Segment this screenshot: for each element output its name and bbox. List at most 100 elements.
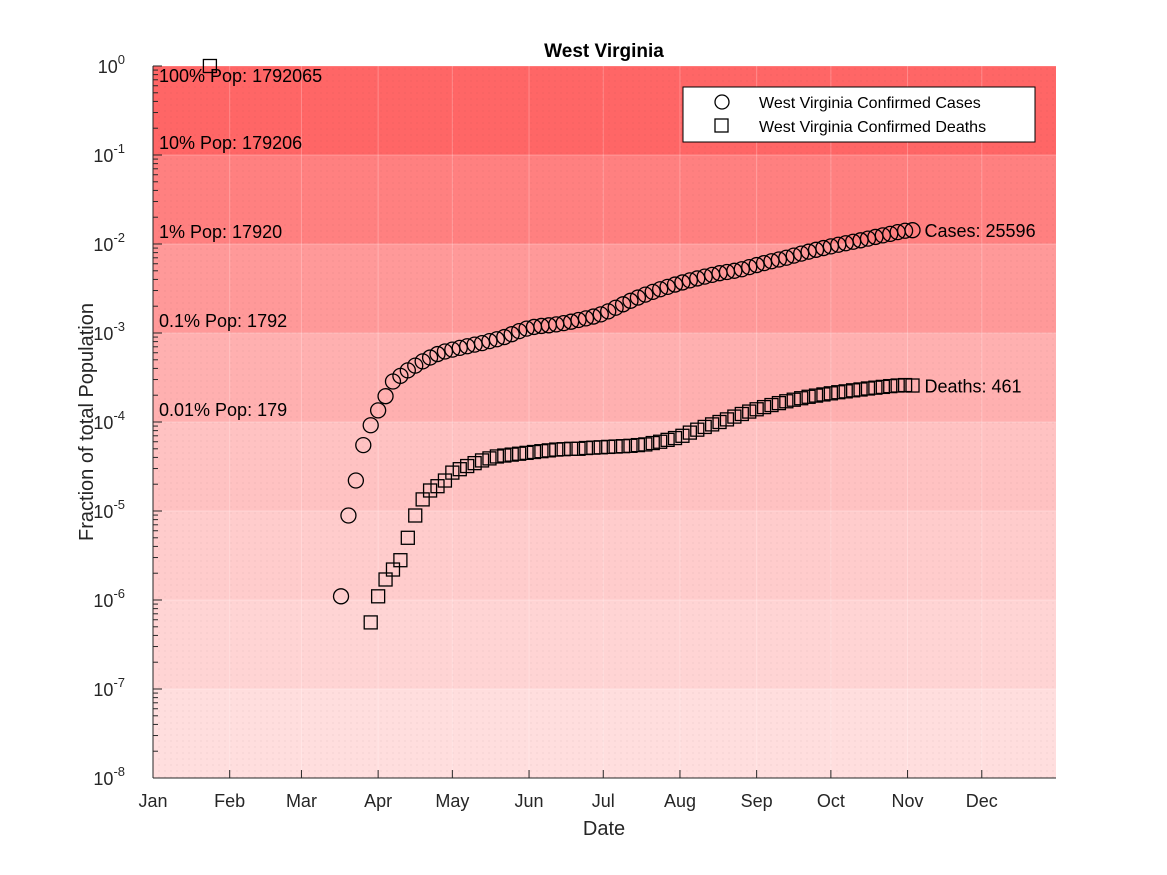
death-point (890, 378, 905, 393)
cases-end-label: Cases: 25596 (925, 221, 1036, 241)
death-point (719, 412, 735, 427)
case-point (904, 222, 921, 239)
case-point (421, 349, 439, 366)
death-point (831, 385, 846, 400)
deaths-end-label: Deaths: 461 (925, 377, 1022, 397)
case-point (681, 272, 699, 289)
band-labels: 100% Pop: 1792065 10% Pop: 179206 1% Pop: … (159, 66, 322, 420)
case-point (347, 472, 365, 489)
grid-lines (152, 65, 1056, 779)
case-point (778, 249, 795, 266)
death-point (467, 455, 482, 471)
death-point (749, 402, 764, 417)
y-tick-label: 10-6 (93, 586, 125, 611)
case-point (473, 334, 491, 352)
legend: West Virginia Confirmed Cases West Virgi… (682, 86, 1036, 143)
death-point (734, 406, 749, 422)
death-point (430, 479, 445, 494)
x-tick-label: Aug (664, 791, 696, 811)
cases-series: Cases: 25596 (332, 221, 1036, 605)
death-point (771, 395, 787, 411)
death-point (801, 389, 816, 404)
death-point (415, 492, 430, 507)
legend-square-marker (714, 118, 729, 133)
legend-entry-deaths: West Virginia Confirmed Deaths (759, 119, 986, 136)
death-point (408, 508, 423, 523)
death-point (370, 589, 386, 604)
death-point (393, 553, 408, 568)
case-point (481, 332, 498, 350)
case-point (674, 274, 691, 291)
x-tick-label: Nov (892, 791, 924, 811)
case-point (577, 310, 595, 327)
x-tick-label: Sep (741, 791, 773, 811)
y-tick-label: 10-3 (93, 319, 125, 344)
case-point (340, 507, 357, 524)
band-label: 10% Pop: 179206 (159, 133, 302, 153)
death-point (474, 453, 490, 468)
case-point (510, 322, 528, 340)
x-tick-label: Dec (966, 791, 998, 811)
death-point (586, 440, 601, 455)
x-tick-label: Apr (364, 791, 392, 811)
death-point (875, 379, 890, 395)
case-point (622, 292, 639, 309)
case-point (607, 299, 624, 316)
y-tick-label: 10-2 (93, 230, 125, 255)
death-point (868, 380, 883, 395)
death-point (712, 414, 727, 430)
death-point (838, 384, 853, 399)
case-point (741, 258, 758, 276)
case-point (369, 402, 387, 419)
death-point (816, 387, 831, 402)
death-point (897, 377, 913, 393)
death-point (638, 437, 653, 452)
case-point (689, 270, 706, 287)
death-point (645, 435, 660, 451)
x-axis-title: Date (583, 818, 625, 840)
death-point (541, 443, 556, 458)
death-point (482, 451, 497, 466)
y-tick-label: 10-4 (93, 408, 125, 433)
death-point (883, 378, 898, 394)
band-label: 0.01% Pop: 179 (159, 400, 287, 420)
case-point (637, 286, 654, 303)
case-point (592, 306, 609, 323)
case-point (659, 278, 676, 296)
case-point (726, 262, 743, 279)
death-point (549, 442, 564, 457)
case-point (414, 353, 431, 370)
y-tick-label: 10-7 (93, 675, 125, 700)
death-point (794, 391, 809, 406)
death-point (497, 448, 512, 463)
death-point (615, 439, 631, 454)
data-series: Cases: 25596 Deaths: 461 (202, 58, 1036, 630)
death-point (437, 473, 453, 488)
death-point (445, 465, 460, 480)
death-point (571, 441, 586, 456)
death-point (608, 439, 623, 454)
death-point (860, 381, 876, 396)
band-label: 0.1% Pop: 1792 (159, 311, 287, 331)
case-point (600, 303, 617, 320)
x-tick-label: Jul (592, 791, 615, 811)
death-point (660, 432, 675, 448)
death-point (667, 430, 683, 446)
death-point (697, 419, 712, 435)
death-point (504, 447, 519, 462)
death-point (786, 392, 801, 407)
case-point (585, 308, 602, 325)
case-point (748, 256, 765, 274)
y-tick-label: 10-8 (93, 764, 125, 789)
case-point (666, 276, 684, 293)
death-point (385, 562, 401, 577)
death-point (363, 615, 378, 630)
death-point (534, 444, 549, 459)
case-point (755, 254, 773, 272)
case-point (652, 281, 669, 298)
death-point (823, 386, 839, 401)
death-point (764, 397, 779, 413)
death-point (905, 378, 920, 393)
death-point (422, 483, 438, 498)
death-point (601, 439, 616, 455)
